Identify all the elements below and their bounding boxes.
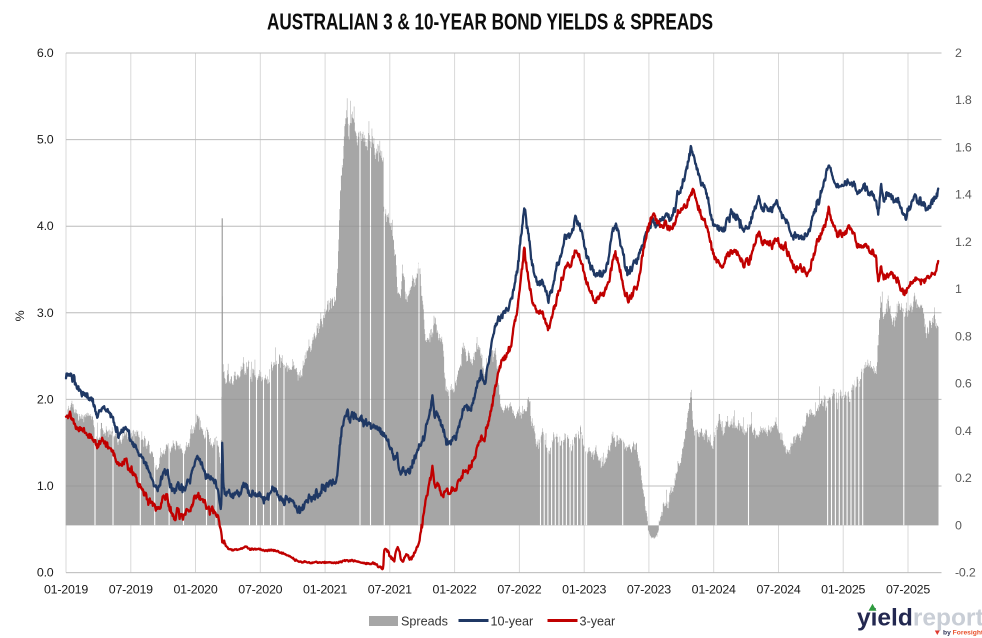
svg-text:01-2024: 01-2024 bbox=[692, 583, 736, 597]
svg-text:01-2025: 01-2025 bbox=[821, 583, 865, 597]
svg-text:3-year: 3-year bbox=[580, 615, 616, 629]
svg-text:0.2: 0.2 bbox=[955, 471, 972, 485]
svg-text:%: % bbox=[13, 310, 27, 321]
svg-text:07-2022: 07-2022 bbox=[497, 583, 541, 597]
svg-text:1.0: 1.0 bbox=[37, 479, 54, 493]
svg-text:by Foresight: by Foresight bbox=[943, 630, 982, 637]
svg-text:1.4: 1.4 bbox=[955, 188, 972, 202]
svg-text:0.4: 0.4 bbox=[955, 424, 972, 438]
svg-text:0: 0 bbox=[955, 518, 962, 532]
svg-text:yieldreport: yieldreport bbox=[857, 605, 982, 632]
svg-text:4.0: 4.0 bbox=[37, 219, 54, 233]
svg-text:07-2021: 07-2021 bbox=[368, 583, 412, 597]
svg-text:01-2019: 01-2019 bbox=[44, 583, 88, 597]
svg-text:1.8: 1.8 bbox=[955, 93, 972, 107]
svg-text:07-2024: 07-2024 bbox=[756, 583, 800, 597]
svg-text:07-2020: 07-2020 bbox=[238, 583, 282, 597]
svg-text:AUSTRALIAN 3 & 10-YEAR BOND YI: AUSTRALIAN 3 & 10-YEAR BOND YIELDS & SPR… bbox=[267, 8, 713, 34]
svg-text:01-2021: 01-2021 bbox=[303, 583, 347, 597]
svg-text:5.0: 5.0 bbox=[37, 133, 54, 147]
svg-text:-0.2: -0.2 bbox=[955, 566, 976, 580]
svg-text:01-2022: 01-2022 bbox=[433, 583, 477, 597]
svg-text:Spreads: Spreads bbox=[401, 615, 448, 629]
svg-text:1.6: 1.6 bbox=[955, 141, 972, 155]
svg-text:07-2023: 07-2023 bbox=[627, 583, 671, 597]
svg-text:0.8: 0.8 bbox=[955, 329, 972, 343]
svg-text:10-year: 10-year bbox=[491, 615, 534, 629]
svg-text:01-2023: 01-2023 bbox=[562, 583, 606, 597]
svg-text:01-2020: 01-2020 bbox=[173, 583, 217, 597]
svg-text:0.6: 0.6 bbox=[955, 377, 972, 391]
svg-text:1: 1 bbox=[955, 282, 962, 296]
svg-text:2: 2 bbox=[955, 46, 962, 60]
svg-text:1.2: 1.2 bbox=[955, 235, 972, 249]
svg-text:07-2019: 07-2019 bbox=[109, 583, 153, 597]
svg-text:6.0: 6.0 bbox=[37, 46, 54, 60]
svg-text:2.0: 2.0 bbox=[37, 392, 54, 406]
svg-text:0.0: 0.0 bbox=[37, 566, 54, 580]
svg-text:07-2025: 07-2025 bbox=[886, 583, 930, 597]
svg-text:3.0: 3.0 bbox=[37, 306, 54, 320]
